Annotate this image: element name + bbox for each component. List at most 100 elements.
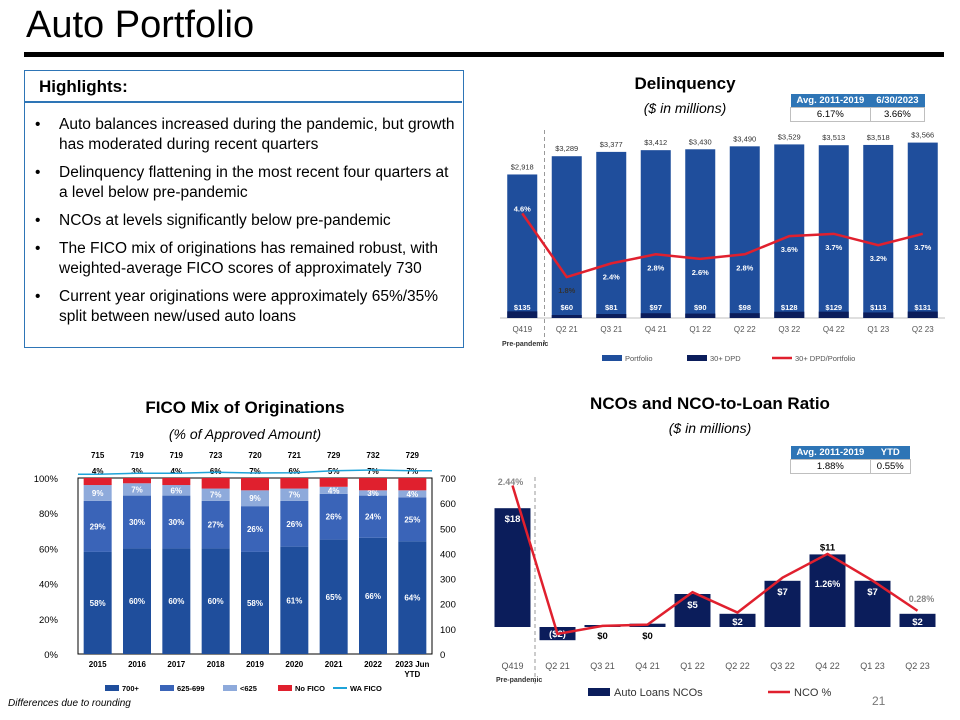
nco-rate-label: 2.44%: [498, 477, 524, 487]
dpd-rate-label: 1.8%: [558, 286, 575, 295]
legend-label: WA FICO: [350, 684, 382, 693]
segment-label: 7%: [131, 485, 143, 494]
x-tick-label: 2019: [246, 660, 264, 669]
nco-rate-line: [511, 485, 919, 636]
dpd-bar: [551, 315, 582, 318]
delinquency-title: Delinquency: [634, 74, 736, 93]
portfolio-label: $3,566: [911, 131, 934, 140]
portfolio-label: $3,289: [555, 144, 578, 153]
nco-value-label: $2: [912, 617, 923, 628]
segment-label: 60%: [168, 597, 184, 606]
x-tick-label: Q4 22: [815, 661, 840, 671]
wa-fico-label: 732: [366, 451, 380, 460]
segment-label: 5%: [328, 467, 340, 476]
dpd-label: $90: [694, 303, 707, 312]
x-tick-label: Q2 22: [734, 325, 756, 334]
dpd-rate-label: 2.6%: [692, 268, 709, 277]
segment-label: 9%: [249, 494, 261, 503]
fico-below-625-segment: [123, 483, 151, 496]
segment-label: 26%: [326, 513, 342, 522]
x-tick-label: YTD: [404, 670, 420, 679]
nco-title: NCOs and NCO-to-Loan Ratio: [590, 394, 830, 413]
fico-below-625-segment: [162, 485, 191, 496]
nco-value-label: $11: [820, 542, 836, 553]
nco-subtitle: ($ in millions): [668, 420, 752, 436]
fico-625-699-segment: [398, 497, 427, 542]
dpd-label: $113: [870, 303, 886, 312]
wa-fico-label: 729: [406, 451, 420, 460]
segment-label: 58%: [90, 599, 106, 608]
segment-label: 26%: [247, 525, 263, 534]
pre-pandemic-note: Pre-pandemic: [502, 341, 548, 348]
nco-stat-table: Avg. 2011-2019 YTD 1.88% 0.55%: [790, 446, 911, 474]
dpd-bar: [507, 311, 538, 318]
dpd-rate-label: 3.7%: [914, 243, 931, 252]
y2-tick-label: 500: [440, 524, 456, 535]
segment-label: 4%: [407, 490, 419, 499]
fico-below-625-segment: [319, 486, 348, 494]
y2-tick-label: 600: [440, 499, 456, 510]
legend-swatch: [105, 685, 119, 691]
nco-value-label: $2: [732, 617, 743, 628]
no-fico-segment: [280, 478, 309, 489]
fico-625-699-segment: [162, 495, 191, 549]
stat-header: Avg. 2011-2019: [790, 446, 871, 460]
legend-swatch: [160, 685, 174, 691]
fico-625-699-segment: [241, 506, 269, 552]
segment-label: 27%: [208, 521, 224, 530]
portfolio-bar: [685, 149, 716, 318]
x-tick-label: Q2 23: [905, 661, 930, 671]
dpd-label: $97: [649, 303, 662, 312]
portfolio-label: $3,412: [644, 138, 667, 147]
portfolio-bar: [774, 144, 805, 318]
y-tick-label: 100%: [34, 474, 59, 485]
dpd-label: $131: [914, 303, 931, 312]
wa-fico-label: 719: [130, 451, 144, 460]
portfolio-label: $2,918: [511, 162, 534, 171]
segment-label: 64%: [404, 594, 420, 603]
stat-value: 3.66%: [869, 107, 926, 122]
segment-label: 9%: [92, 489, 104, 498]
legend-label: 625-699: [177, 684, 205, 693]
wa-fico-label: 719: [170, 451, 184, 460]
x-tick-label: Q3 22: [778, 325, 800, 334]
fico-below-625-segment: [359, 490, 387, 496]
dpd-label: $60: [560, 303, 573, 312]
nco-bar: [899, 613, 936, 627]
fico-700-segment: [319, 539, 348, 654]
footnote: Differences due to rounding: [8, 698, 131, 709]
segment-label: 26%: [286, 520, 302, 529]
segment-label: 58%: [247, 599, 263, 608]
x-tick-label: 2021: [325, 660, 343, 669]
y-tick-label: 80%: [39, 509, 59, 520]
segment-label: 60%: [208, 597, 224, 606]
y-tick-label: 40%: [39, 580, 59, 591]
x-tick-label: Q3 21: [590, 661, 615, 671]
segment-label: 65%: [326, 593, 342, 602]
x-tick-label: Q2 22: [725, 661, 750, 671]
x-tick-label: 2023 Jun: [395, 660, 429, 669]
dpd-label: $81: [605, 303, 618, 312]
dpd-label: $135: [514, 303, 531, 312]
y2-tick-label: 400: [440, 549, 456, 560]
segment-label: 7%: [289, 491, 301, 500]
portfolio-bar: [818, 145, 849, 318]
dpd-rate-label: 2.4%: [603, 272, 620, 281]
fico-625-699-segment: [201, 500, 230, 549]
delinquency-chart: $2,918 $135 Q419 $3,289 $60 Q2 21 $3,377 $81 Q3 …: [500, 130, 945, 363]
segment-label: 4%: [92, 467, 104, 476]
x-tick-label: 2015: [89, 660, 107, 669]
highlights-box: Highlights: • Auto balances increased dur…: [24, 70, 464, 348]
fico-625-699-segment: [83, 500, 112, 552]
x-tick-label: Q4 21: [645, 325, 667, 334]
portfolio-bar: [640, 150, 671, 318]
x-tick-label: Q4 22: [823, 325, 845, 334]
nco-value-label: $5: [687, 600, 698, 611]
y-tick-label: 0%: [44, 650, 58, 661]
fico-700-segment: [280, 546, 309, 654]
dpd-label: $129: [825, 303, 842, 312]
nco-bar: [719, 613, 756, 627]
x-tick-label: 2016: [128, 660, 146, 669]
bullet-icon: •: [35, 240, 41, 257]
dpd-bar: [863, 312, 894, 318]
